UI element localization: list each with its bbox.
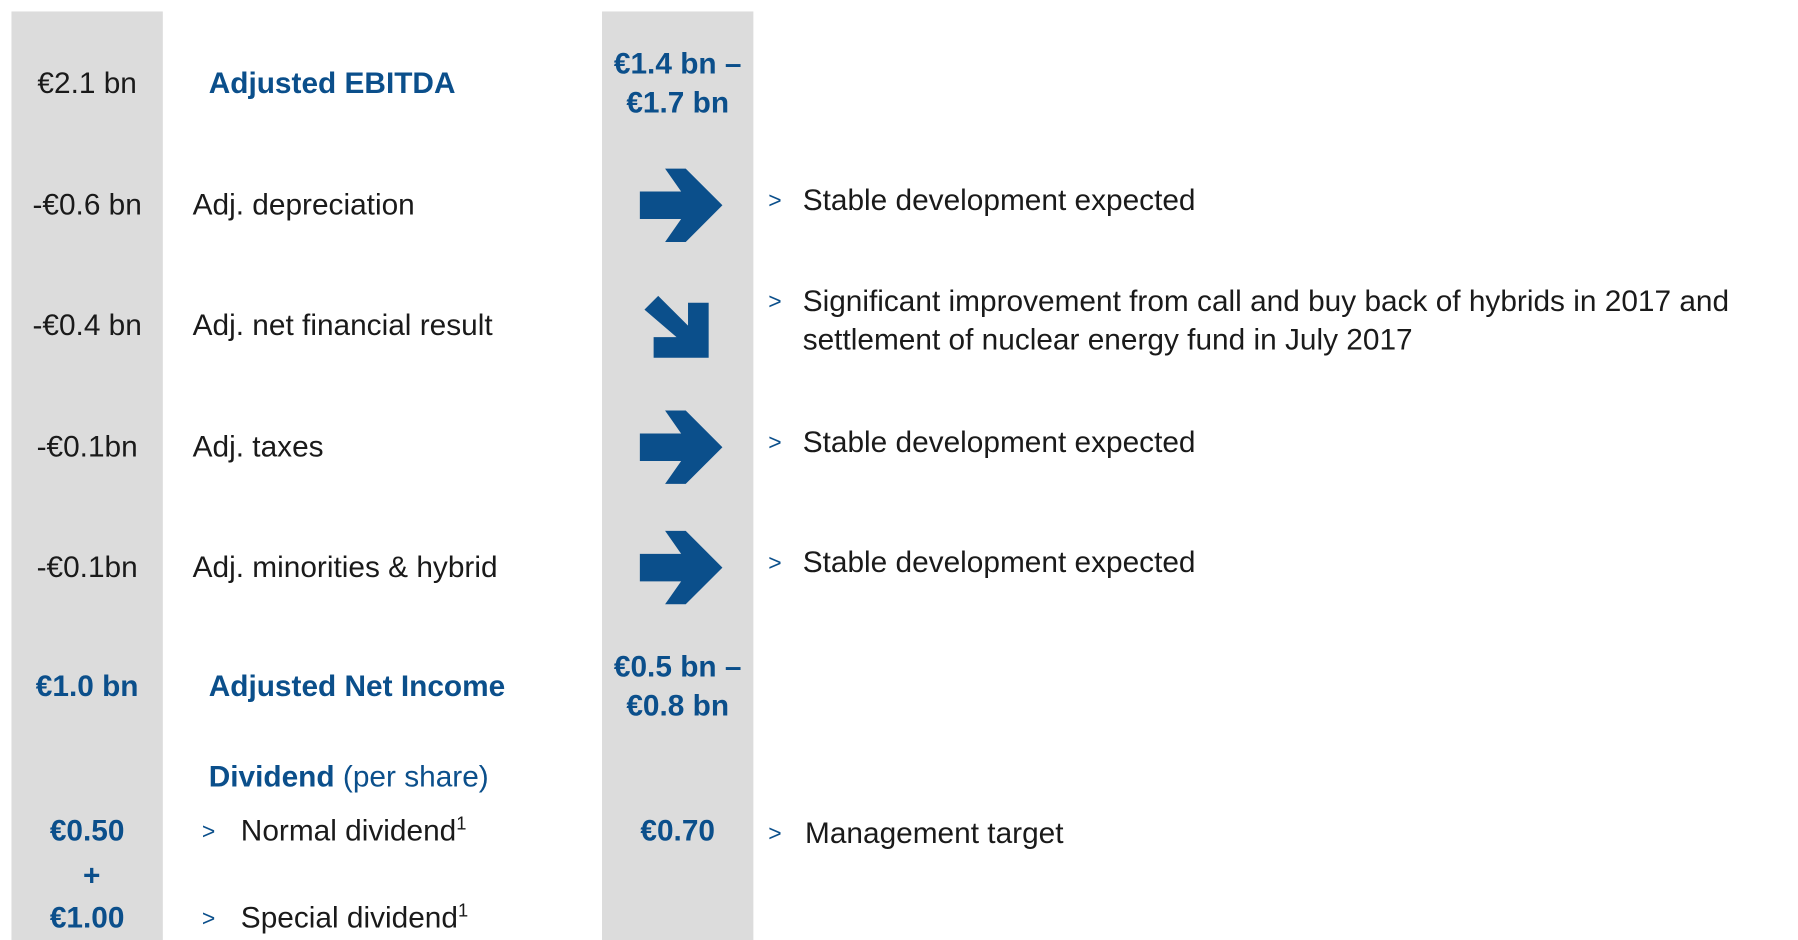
comment: Management target bbox=[804, 815, 1064, 850]
label: Adj. net financial result bbox=[192, 307, 493, 342]
outlook: €1.7 bn bbox=[626, 84, 730, 120]
actual-column bbox=[11, 11, 163, 940]
value: €0.50 bbox=[49, 813, 125, 848]
heading-note: (per share) bbox=[342, 759, 489, 794]
label: Adj. taxes bbox=[192, 428, 324, 464]
outlook: €0.70 bbox=[640, 813, 716, 848]
label: Special dividend1 bbox=[241, 898, 468, 937]
footnote: 1 bbox=[456, 814, 467, 835]
label: Adjusted Net Income bbox=[208, 668, 506, 703]
arrow-right bbox=[639, 168, 723, 242]
bullet: > bbox=[768, 289, 782, 315]
value: -€0.6 bn bbox=[32, 186, 142, 222]
outlook: €1.4 bn – bbox=[613, 45, 742, 81]
dividend-heading: Dividend (per share) bbox=[209, 757, 489, 796]
comment: settlement of nuclear energy fund in Jul… bbox=[802, 322, 1413, 357]
value: -€0.1bn bbox=[36, 428, 138, 464]
heading: Dividend bbox=[208, 759, 335, 794]
comment: Stable development expected bbox=[802, 544, 1196, 580]
plus: + bbox=[83, 857, 101, 893]
label-text: Special dividend bbox=[240, 900, 458, 935]
bullet: > bbox=[201, 906, 216, 932]
value: -€0.4 bn bbox=[32, 307, 142, 342]
bullet: > bbox=[768, 550, 782, 577]
label-text: Normal dividend bbox=[240, 813, 457, 848]
label: Adjusted EBITDA bbox=[208, 65, 456, 100]
arrow-right bbox=[639, 410, 723, 484]
comment: Stable development expected bbox=[802, 182, 1196, 217]
outlook: €0.5 bn – bbox=[613, 649, 742, 684]
value: €1.0 bn bbox=[35, 668, 139, 703]
label: Adj. depreciation bbox=[192, 186, 415, 222]
comment: Significant improvement from call and bu… bbox=[802, 283, 1730, 318]
bullet: > bbox=[768, 188, 782, 214]
comment: Stable development expected bbox=[802, 424, 1196, 459]
bullet: > bbox=[201, 819, 216, 845]
arrow-right bbox=[639, 530, 723, 605]
value: -€0.1bn bbox=[36, 549, 138, 584]
arrow-down-right bbox=[644, 295, 709, 358]
label: Normal dividend1 bbox=[241, 811, 467, 850]
value: €1.00 bbox=[49, 900, 125, 935]
value: €2.1 bn bbox=[37, 65, 137, 100]
bullet: > bbox=[768, 430, 782, 456]
outlook: €0.8 bn bbox=[626, 688, 730, 723]
footnote: 1 bbox=[457, 901, 469, 922]
label: Adj. minorities & hybrid bbox=[192, 549, 498, 584]
bullet: > bbox=[768, 821, 782, 847]
